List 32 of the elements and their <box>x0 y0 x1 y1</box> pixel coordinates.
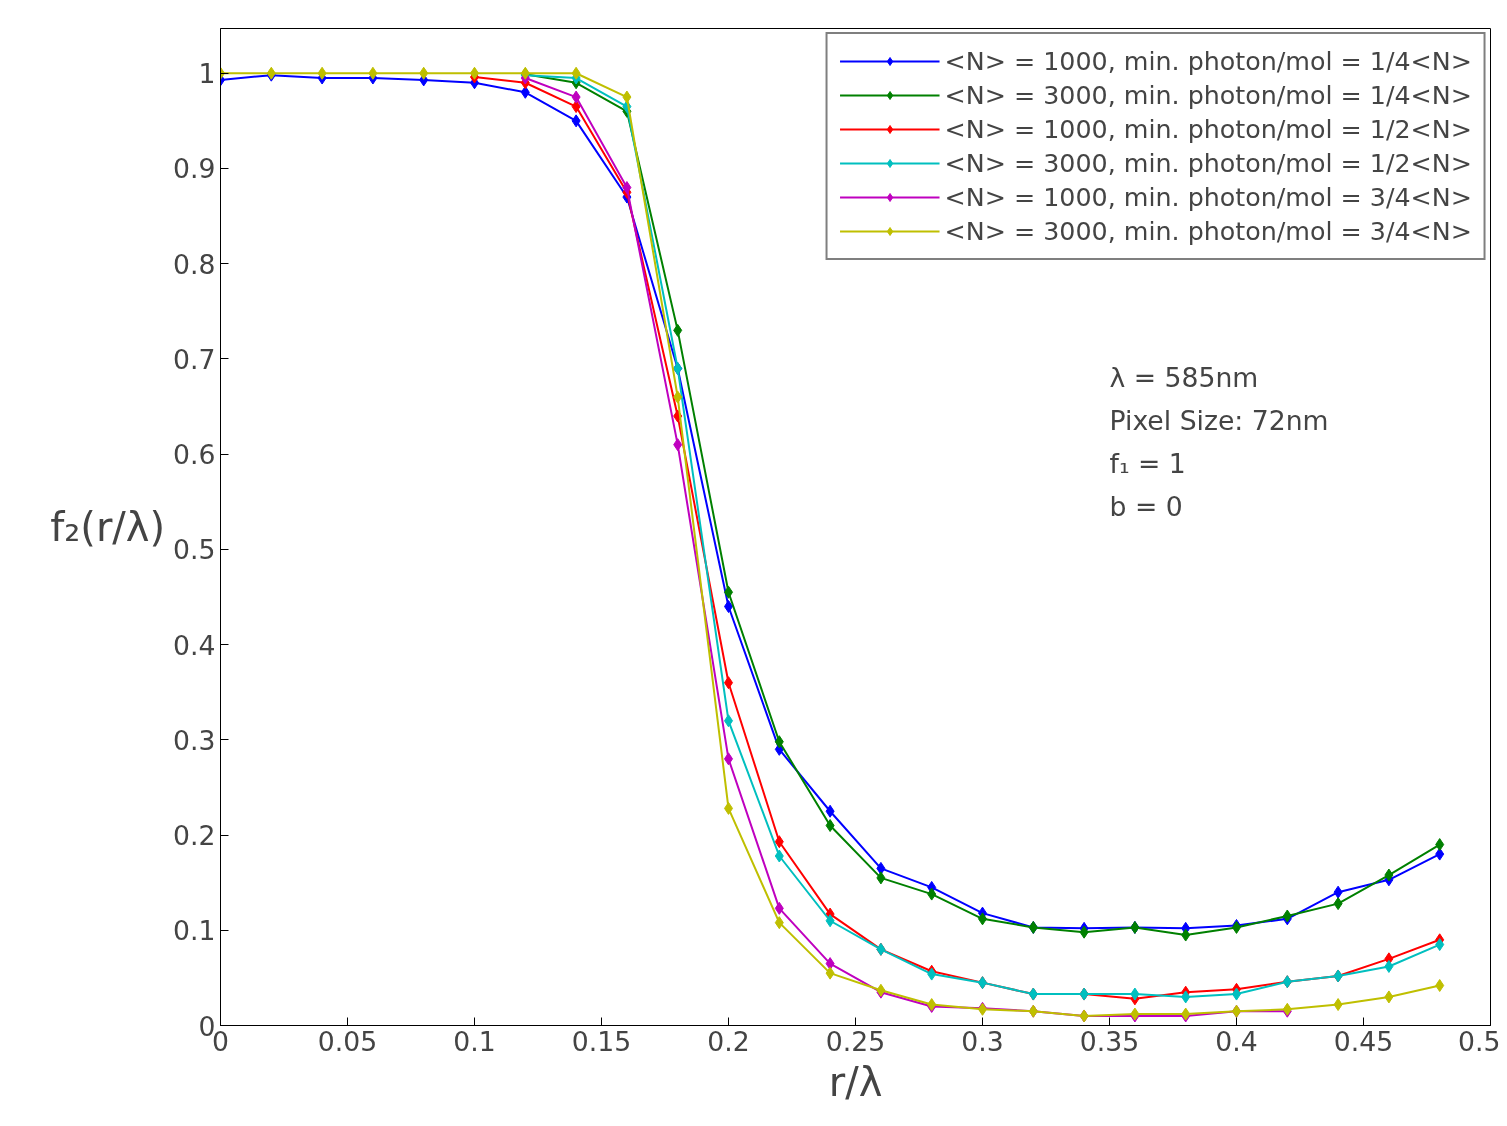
legend-label: <N> = 1000, min. photon/mol = 3/4<N> <box>944 182 1472 212</box>
annotation: b = 0 <box>1109 491 1183 523</box>
annotation: f₁ = 1 <box>1109 448 1186 480</box>
legend-label: <N> = 3000, min. photon/mol = 3/4<N> <box>944 216 1472 246</box>
y-axis-title: f₂(r/λ) <box>50 504 166 550</box>
y-tick-label: 0.9 <box>173 153 216 185</box>
annotation: Pixel Size: 72nm <box>1109 405 1329 437</box>
y-tick-label: 0.5 <box>173 534 216 566</box>
y-tick-label: 0.8 <box>173 248 216 280</box>
x-tick-label: 0.1 <box>453 1025 496 1057</box>
x-tick-label: 0.25 <box>825 1025 886 1057</box>
y-tick-label: 1 <box>198 58 216 90</box>
x-tick-label: 0.5 <box>1458 1025 1501 1057</box>
y-tick-label: 0.2 <box>173 820 216 852</box>
x-tick-label: 0.15 <box>571 1025 632 1057</box>
y-tick-label: 0.6 <box>173 439 216 471</box>
legend-label: <N> = 1000, min. photon/mol = 1/2<N> <box>944 114 1472 144</box>
x-tick-label: 0.05 <box>317 1025 378 1057</box>
x-tick-label: 0.3 <box>961 1025 1004 1057</box>
annotation: λ = 585nm <box>1109 362 1259 394</box>
x-tick-label: 0.4 <box>1215 1025 1258 1057</box>
y-tick-label: 0.3 <box>173 724 216 756</box>
x-tick-label: 0.35 <box>1079 1025 1140 1057</box>
x-tick-label: 0.45 <box>1333 1025 1394 1057</box>
x-tick-label: 0.2 <box>707 1025 750 1057</box>
y-tick-label: 0.7 <box>173 343 216 375</box>
x-axis-title: r/λ <box>828 1058 883 1105</box>
legend-label: <N> = 3000, min. photon/mol = 1/2<N> <box>944 148 1472 178</box>
y-tick-label: 0.1 <box>173 915 216 947</box>
legend-label: <N> = 1000, min. photon/mol = 1/4<N> <box>944 46 1472 76</box>
legend-label: <N> = 3000, min. photon/mol = 1/4<N> <box>944 80 1472 110</box>
y-tick-label: 0.4 <box>173 629 216 661</box>
